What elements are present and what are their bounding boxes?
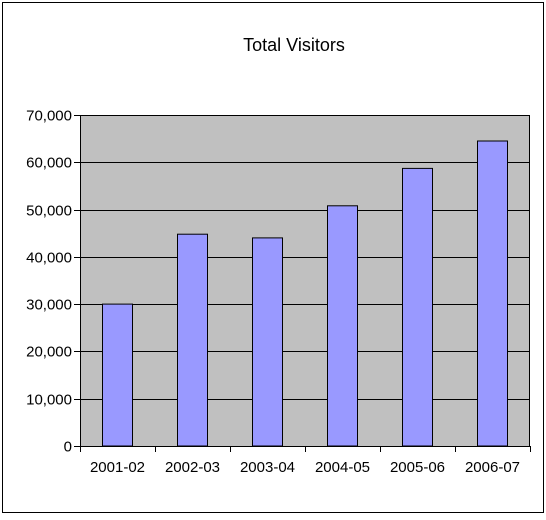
bar	[327, 205, 358, 447]
y-tick-label: 40,000	[26, 250, 72, 267]
x-tick-labels: 2001-02 2002-03 2003-04 2004-05 2005-06 2006-…	[90, 459, 520, 476]
chart-title: Total Visitors	[243, 35, 345, 55]
bar	[402, 167, 433, 447]
y-tick-label: 70,000	[26, 108, 72, 125]
y-tick-label: 10,000	[26, 392, 72, 409]
plot-area	[80, 115, 530, 446]
y-tick-label: 30,000	[26, 297, 72, 314]
x-tick-label: 2003-04	[240, 459, 295, 476]
x-tick-label: 2002-03	[165, 459, 220, 476]
y-tick-label: 50,000	[26, 203, 72, 220]
y-tick-label: 0	[64, 439, 72, 456]
y-tick-label: 60,000	[26, 155, 72, 172]
bar	[177, 233, 208, 447]
x-tick-label: 2006-07	[465, 459, 520, 476]
bar	[477, 140, 508, 447]
x-tick-label: 2001-02	[90, 459, 145, 476]
y-tick-label: 20,000	[26, 344, 72, 361]
axes	[74, 115, 531, 452]
bars	[102, 140, 508, 447]
x-tick-label: 2005-06	[390, 459, 445, 476]
x-tick-label: 2004-05	[315, 459, 370, 476]
bar	[102, 303, 133, 447]
bar	[252, 237, 283, 447]
y-tick-labels: 0 10,000 20,000 30,000 40,000 50,000 60,000 70,…	[26, 108, 72, 456]
